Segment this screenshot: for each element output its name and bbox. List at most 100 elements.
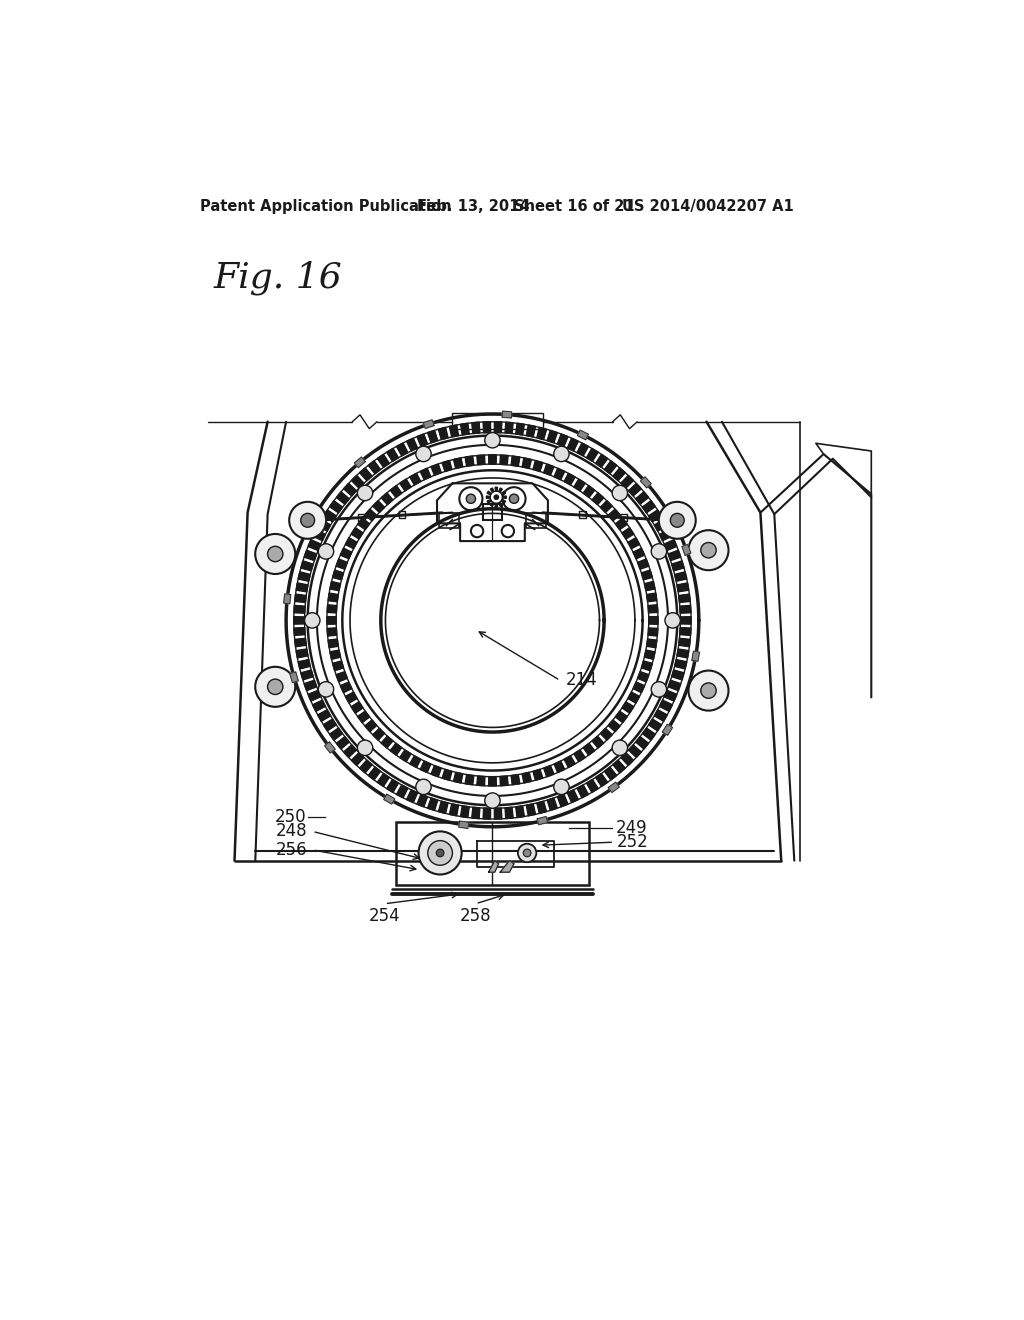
Polygon shape (564, 756, 575, 767)
Polygon shape (381, 492, 393, 504)
Polygon shape (600, 500, 612, 512)
Polygon shape (377, 774, 389, 787)
Polygon shape (505, 422, 513, 433)
Polygon shape (423, 420, 434, 429)
Polygon shape (680, 627, 691, 635)
Polygon shape (654, 520, 668, 531)
Polygon shape (604, 767, 616, 780)
Polygon shape (345, 537, 357, 549)
Text: 214: 214 (565, 672, 597, 689)
Polygon shape (621, 752, 634, 766)
Polygon shape (659, 700, 673, 711)
Polygon shape (431, 766, 441, 776)
Polygon shape (399, 750, 411, 762)
Polygon shape (294, 627, 305, 635)
Polygon shape (526, 425, 536, 437)
Bar (453, 412, 544, 429)
Polygon shape (290, 672, 298, 682)
Polygon shape (486, 496, 490, 499)
Polygon shape (654, 710, 668, 721)
Polygon shape (578, 430, 589, 440)
Polygon shape (672, 671, 684, 680)
Polygon shape (340, 682, 352, 693)
Polygon shape (544, 766, 554, 776)
Polygon shape (669, 680, 681, 690)
Circle shape (484, 793, 500, 808)
Text: Sheet 16 of 21: Sheet 16 of 21 (514, 198, 635, 214)
Polygon shape (459, 821, 469, 829)
Circle shape (658, 502, 695, 539)
Polygon shape (501, 491, 506, 495)
Polygon shape (407, 789, 418, 803)
Polygon shape (351, 752, 365, 766)
Polygon shape (638, 672, 649, 682)
Polygon shape (333, 570, 343, 579)
Polygon shape (499, 488, 503, 492)
Polygon shape (636, 492, 648, 504)
Text: 258: 258 (460, 907, 492, 925)
Circle shape (700, 682, 716, 698)
Polygon shape (336, 558, 347, 569)
Polygon shape (442, 770, 452, 780)
Polygon shape (564, 474, 575, 484)
Polygon shape (431, 465, 441, 475)
Polygon shape (428, 799, 437, 810)
Circle shape (518, 843, 537, 862)
Polygon shape (327, 605, 337, 612)
Polygon shape (679, 594, 690, 602)
Polygon shape (573, 750, 585, 762)
Polygon shape (396, 785, 408, 797)
Circle shape (428, 841, 453, 866)
Polygon shape (680, 616, 691, 624)
Polygon shape (327, 616, 336, 624)
Polygon shape (454, 458, 463, 469)
Polygon shape (298, 572, 310, 581)
Polygon shape (483, 422, 490, 433)
Polygon shape (644, 582, 655, 591)
Polygon shape (648, 628, 657, 636)
Polygon shape (649, 616, 658, 624)
Polygon shape (642, 500, 655, 512)
Polygon shape (557, 434, 568, 446)
Polygon shape (641, 570, 652, 579)
Polygon shape (629, 744, 641, 758)
Polygon shape (496, 487, 498, 491)
Polygon shape (596, 454, 607, 467)
Polygon shape (682, 544, 691, 556)
Polygon shape (328, 639, 338, 648)
Circle shape (419, 832, 462, 875)
Polygon shape (567, 438, 579, 451)
Polygon shape (578, 785, 589, 797)
Text: Patent Application Publication: Patent Application Publication (200, 198, 452, 214)
Polygon shape (304, 680, 316, 690)
Polygon shape (357, 519, 370, 529)
Polygon shape (522, 458, 531, 469)
Polygon shape (522, 772, 531, 783)
Polygon shape (578, 444, 589, 455)
Circle shape (651, 544, 667, 560)
Polygon shape (638, 558, 649, 569)
Polygon shape (373, 729, 385, 741)
Polygon shape (511, 455, 520, 466)
Polygon shape (284, 594, 291, 603)
Polygon shape (665, 690, 677, 701)
Polygon shape (495, 422, 502, 433)
Polygon shape (554, 762, 564, 772)
Polygon shape (622, 702, 634, 713)
Polygon shape (396, 444, 408, 455)
Circle shape (554, 446, 569, 462)
Polygon shape (538, 817, 548, 825)
Polygon shape (387, 780, 398, 792)
Polygon shape (417, 434, 428, 446)
Polygon shape (642, 729, 655, 741)
Polygon shape (312, 700, 326, 711)
Polygon shape (345, 692, 357, 704)
Polygon shape (659, 529, 673, 541)
Polygon shape (495, 808, 502, 818)
Polygon shape (351, 528, 362, 539)
Circle shape (357, 741, 373, 755)
Polygon shape (677, 649, 689, 657)
Circle shape (612, 741, 628, 755)
Polygon shape (663, 725, 673, 735)
Polygon shape (442, 461, 452, 471)
